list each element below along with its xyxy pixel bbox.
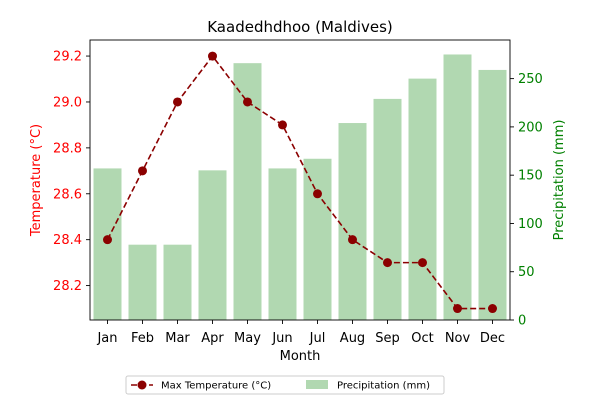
y-right-tick-label: 200 <box>518 120 543 135</box>
precip-bar <box>93 168 122 320</box>
temperature-point <box>383 258 392 268</box>
temperature-point <box>278 120 287 130</box>
y-right-tick-label: 0 <box>518 314 526 329</box>
legend-bar-swatch <box>306 380 328 389</box>
precip-bar <box>478 69 507 321</box>
precip-bar <box>198 170 227 320</box>
legend-label-precipitation: Precipitation (mm) <box>337 381 430 392</box>
temperature-point <box>313 189 322 199</box>
temperature-point <box>208 51 217 61</box>
temperature-point <box>453 304 462 314</box>
y-axis-left-label: Temperature (°C) <box>29 124 44 237</box>
y-left-tick-label: 28.8 <box>53 141 82 156</box>
y-left-tick-label: 28.4 <box>53 233 82 248</box>
precip-bar <box>408 78 437 320</box>
x-tick-label: Sep <box>375 331 400 346</box>
x-tick-label: May <box>234 331 261 346</box>
precip-bar <box>163 244 192 320</box>
chart-title: Kaadedhdhoo (Maldives) <box>207 18 393 36</box>
y-left-tick-label: 29.0 <box>53 95 82 110</box>
temperature-point <box>138 166 147 176</box>
precip-bar <box>268 168 297 320</box>
x-tick-label: Nov <box>445 331 471 346</box>
temperature-line <box>106 54 493 310</box>
legend-line-marker <box>137 380 147 390</box>
x-tick-label: Mar <box>165 331 190 346</box>
temperature-point <box>348 235 357 245</box>
precip-bar <box>338 123 367 320</box>
y-left-tick-label: 28.6 <box>53 187 82 202</box>
x-tick-label: Jul <box>309 331 326 346</box>
y-left-tick-label: 28.2 <box>53 279 82 294</box>
axes: Jan Feb Mar Apr May Jun Jul Aug Sep Oct Nov Dec 28.2… <box>53 39 543 346</box>
y-right-tick-label: 150 <box>518 169 543 184</box>
y-right-tick-label: 100 <box>518 217 543 232</box>
legend-box <box>125 375 445 395</box>
x-tick-label: Aug <box>340 331 365 346</box>
plot-frame <box>89 39 511 321</box>
y-right-tick-label: 250 <box>518 72 543 87</box>
x-tick-label: Jan <box>96 331 117 346</box>
temperature-point <box>488 304 497 314</box>
x-tick-label: Dec <box>480 331 505 346</box>
precip-bar <box>128 244 157 320</box>
temperature-point <box>173 97 182 107</box>
y-right-tick-label: 50 <box>518 265 535 280</box>
legend: Max Temperature (°C) Precipitation (mm) <box>125 375 445 395</box>
y-axis-right-label: Precipitation (mm) <box>552 120 567 241</box>
precip-bar <box>443 54 472 320</box>
y-left-tick-label: 29.2 <box>53 50 82 65</box>
x-axis-label: Month <box>280 349 321 364</box>
bar-series <box>93 54 507 321</box>
line-series <box>103 51 497 314</box>
precip-bar <box>373 98 402 321</box>
x-tick-label: Feb <box>131 331 154 346</box>
legend-label-temperature: Max Temperature (°C) <box>161 381 271 392</box>
temperature-point <box>243 97 252 107</box>
x-tick-label: Apr <box>201 331 224 346</box>
x-tick-label: Jun <box>271 331 292 346</box>
temperature-point <box>103 235 112 245</box>
x-tick-label: Oct <box>411 331 433 346</box>
temperature-point <box>418 258 427 268</box>
precip-bar <box>303 158 332 320</box>
